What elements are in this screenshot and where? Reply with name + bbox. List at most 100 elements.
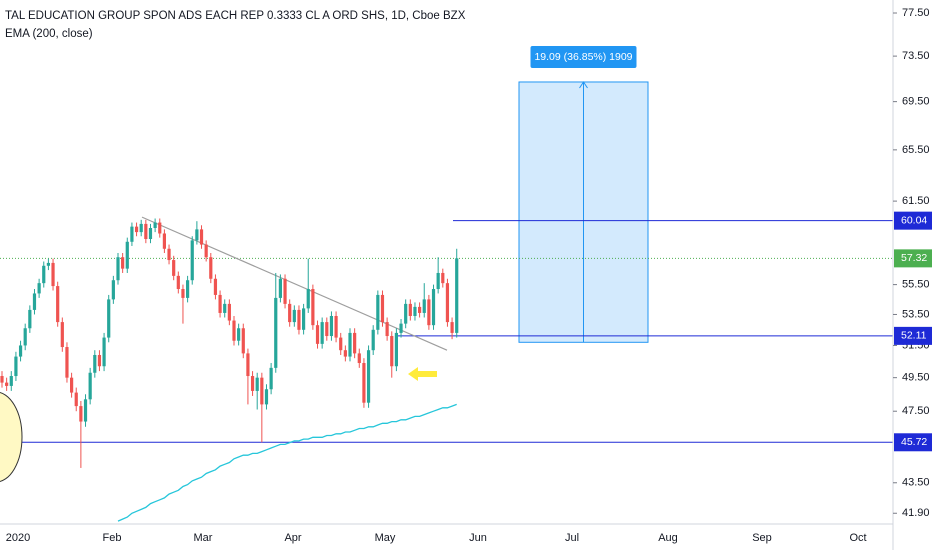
candle-body	[362, 363, 366, 403]
candle-body	[339, 337, 343, 351]
candle-body	[250, 376, 255, 391]
price-tag-label: 60.04	[901, 214, 927, 226]
x-tick-label: May	[375, 532, 396, 544]
candle-body	[306, 289, 310, 309]
candle-body	[60, 322, 64, 348]
candle-body	[204, 244, 208, 258]
projection-label: 19.09 (36.85%) 1909	[534, 51, 632, 63]
candle-body	[5, 382, 9, 386]
x-tick-label: Aug	[658, 532, 678, 544]
candle-body	[269, 367, 273, 390]
candle-body	[130, 226, 134, 242]
candle-body	[93, 354, 97, 373]
x-tick-label: Apr	[284, 532, 301, 544]
candle-body	[139, 223, 143, 233]
candle-body	[431, 289, 436, 326]
price-tag	[894, 433, 932, 452]
candle-body	[343, 350, 347, 357]
candle-body	[325, 322, 329, 337]
candle-body	[376, 294, 380, 330]
candle-body	[195, 229, 199, 241]
chart-title: TAL EDUCATION GROUP SPON ADS EACH REP 0.…	[5, 10, 466, 22]
plot-area: 19.09 (36.85%) 1909	[0, 45, 893, 522]
candle-body	[181, 289, 185, 298]
candle-body	[83, 399, 88, 422]
candle-body	[28, 309, 32, 329]
candle-body	[199, 229, 204, 245]
candle-body	[315, 325, 320, 344]
candle-body	[413, 306, 417, 316]
ema-line	[117, 403, 457, 522]
candle-body	[107, 299, 111, 338]
x-tick-label: 2020	[6, 532, 30, 544]
candle-body	[366, 350, 371, 403]
candle-body	[334, 315, 338, 338]
candle-body	[371, 329, 375, 351]
price-tag-label: 57.32	[901, 252, 927, 264]
candle-body	[255, 377, 259, 391]
candle-body	[102, 337, 106, 367]
candle-body	[260, 377, 264, 405]
candle-body	[311, 289, 315, 326]
candle-body	[348, 332, 352, 357]
candle-body	[153, 222, 157, 228]
candle-body	[223, 303, 227, 313]
y-tick-label: 73.50	[902, 50, 930, 62]
candle-body	[18, 345, 23, 357]
candle-body	[56, 286, 60, 323]
candle-body	[46, 262, 50, 266]
candle-body	[422, 299, 426, 313]
y-tick-label: 61.50	[902, 195, 930, 207]
candle-body	[385, 322, 389, 337]
y-tick-label: 43.50	[902, 477, 930, 489]
candle-body	[264, 389, 269, 405]
candle-body	[320, 322, 324, 344]
candle-body	[436, 272, 440, 290]
price-tag-label: 52.11	[901, 330, 927, 342]
indicator-label: EMA (200, close)	[5, 28, 93, 40]
candle-body	[176, 275, 180, 290]
candle-body	[42, 265, 46, 284]
x-tick-label: Jun	[469, 532, 487, 544]
projection-arrow-head	[579, 81, 588, 89]
y-tick-label: 69.50	[902, 96, 930, 108]
y-tick-label: 53.50	[902, 308, 930, 320]
candle-body	[51, 262, 55, 287]
candle-body	[283, 278, 287, 304]
candle-body	[278, 278, 282, 298]
candle-body	[74, 392, 78, 407]
price-tag-label: 45.72	[901, 436, 927, 448]
trend-line	[141, 216, 448, 351]
candle-body	[172, 260, 176, 276]
candle-body	[213, 278, 218, 295]
candle-body	[158, 222, 162, 234]
y-tick-label: 41.90	[902, 507, 930, 519]
candle-body	[455, 258, 459, 333]
candle-body	[427, 299, 431, 326]
candle-body	[97, 354, 102, 367]
candle-body	[227, 303, 231, 321]
candle-body	[14, 356, 18, 377]
candle-body	[418, 306, 422, 313]
x-tick-label: Jul	[565, 532, 579, 544]
candle-body	[23, 328, 27, 346]
candle-body	[9, 376, 13, 386]
candle-body	[353, 332, 357, 354]
candle-body	[404, 303, 408, 324]
candle-body	[0, 376, 4, 383]
candle-body	[116, 257, 120, 281]
candle-body	[232, 320, 236, 341]
candle-body	[125, 241, 129, 269]
candle-body	[274, 297, 278, 368]
candle-body	[162, 233, 166, 249]
candle-body	[292, 309, 296, 323]
candle-body	[37, 283, 41, 294]
y-tick-label: 65.50	[902, 144, 930, 156]
candle-body	[297, 309, 301, 330]
candle-body	[209, 257, 213, 279]
candle-body	[246, 353, 250, 377]
candle-body	[70, 377, 74, 393]
